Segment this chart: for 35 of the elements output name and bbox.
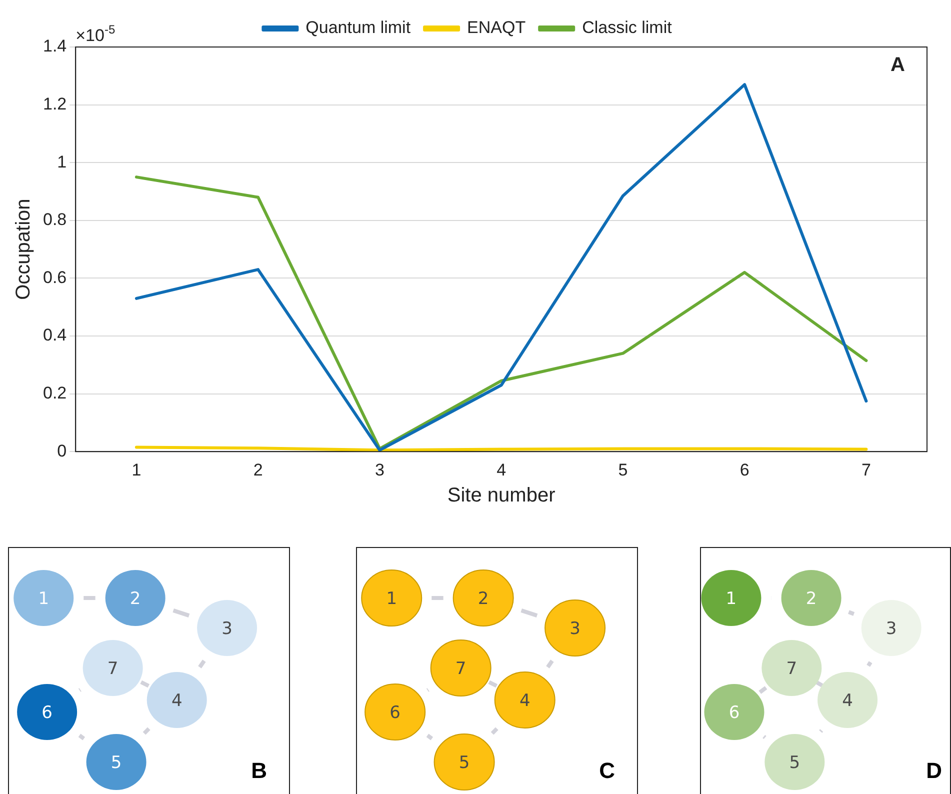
x-tick-label: 6	[740, 460, 750, 480]
y-tick-label: 0.4	[42, 326, 67, 345]
text: 3	[570, 619, 580, 639]
text: B	[251, 758, 267, 784]
annotation: A	[890, 54, 905, 76]
text: D	[926, 758, 942, 784]
x-tick-label: 4	[496, 460, 506, 480]
text: 5	[110, 753, 122, 773]
legend-label: Quantum limit	[306, 18, 411, 38]
text: 6	[42, 703, 52, 723]
x-axis-title: Site number	[447, 484, 556, 507]
x-tick-label: 1	[132, 460, 142, 480]
text: C	[599, 758, 615, 784]
y-tick-label: 1.2	[42, 94, 67, 114]
text: 5	[789, 753, 800, 773]
x-tick-label: 2	[253, 460, 263, 480]
y-tick-label: 0.6	[42, 268, 67, 287]
text: 6	[728, 703, 740, 723]
x-tick-label: 3	[374, 460, 384, 480]
text: 5	[458, 753, 470, 773]
x-tick-label: 7	[861, 460, 871, 480]
text: 3	[886, 619, 897, 639]
y-tick-label: 0	[57, 441, 67, 460]
y-tick-label: 0.8	[42, 210, 67, 230]
legend-label: Classic limit	[582, 18, 672, 38]
x-tick-label: 5	[618, 460, 628, 480]
legend-label: ENAQT	[467, 18, 526, 38]
text: 1	[386, 589, 398, 609]
text: 1	[726, 589, 737, 609]
text: 6	[390, 703, 400, 723]
y-tick-label: 0.2	[42, 383, 67, 402]
y-tick-label: 1.4	[42, 36, 67, 56]
y-axis-title: Occupation	[12, 198, 35, 300]
y-tick-label: 1	[57, 152, 67, 172]
text: 3	[222, 619, 232, 639]
